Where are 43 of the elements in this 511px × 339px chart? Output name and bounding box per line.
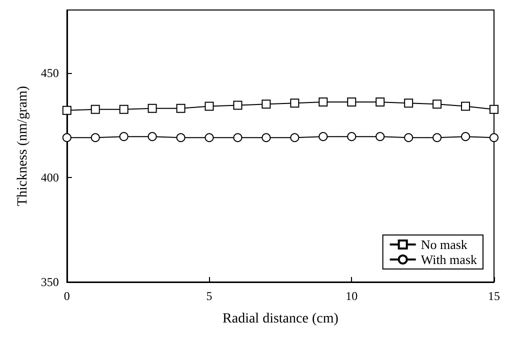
point [62,133,72,142]
point [148,104,157,113]
point [461,132,470,142]
point [119,104,128,114]
legend-label: With mask [420,252,478,267]
point [262,100,271,109]
y-tick-label: 350 [40,275,59,289]
point [233,133,242,142]
x-tick-label: 10 [346,289,358,303]
point [404,133,414,142]
point [432,133,442,142]
point [90,104,100,114]
point [62,106,72,115]
point [290,98,300,108]
point [490,104,498,114]
point [376,132,385,142]
point [119,132,128,142]
point [461,102,470,111]
point [347,132,356,142]
point [404,98,414,108]
point [148,132,157,142]
point [376,98,385,107]
point [318,132,328,142]
point [204,133,214,142]
x-tick-label: 0 [64,289,70,303]
y-tick-label: 450 [40,66,59,80]
legend-label: No mask [420,237,468,252]
point [490,133,498,142]
point [176,104,186,113]
x-tick-label: 15 [488,289,500,303]
y-axis-title: Thickness (nm/gram) [16,86,30,206]
point [262,133,271,142]
point [204,102,214,111]
point [318,98,328,107]
point [432,100,442,109]
point [176,133,186,142]
point [290,133,300,142]
point [90,133,100,142]
x-tick-label: 5 [206,289,212,303]
point [347,98,356,107]
x-axis-title: Radial distance (cm) [222,312,339,326]
point [233,100,242,110]
y-tick-label: 400 [40,170,59,184]
